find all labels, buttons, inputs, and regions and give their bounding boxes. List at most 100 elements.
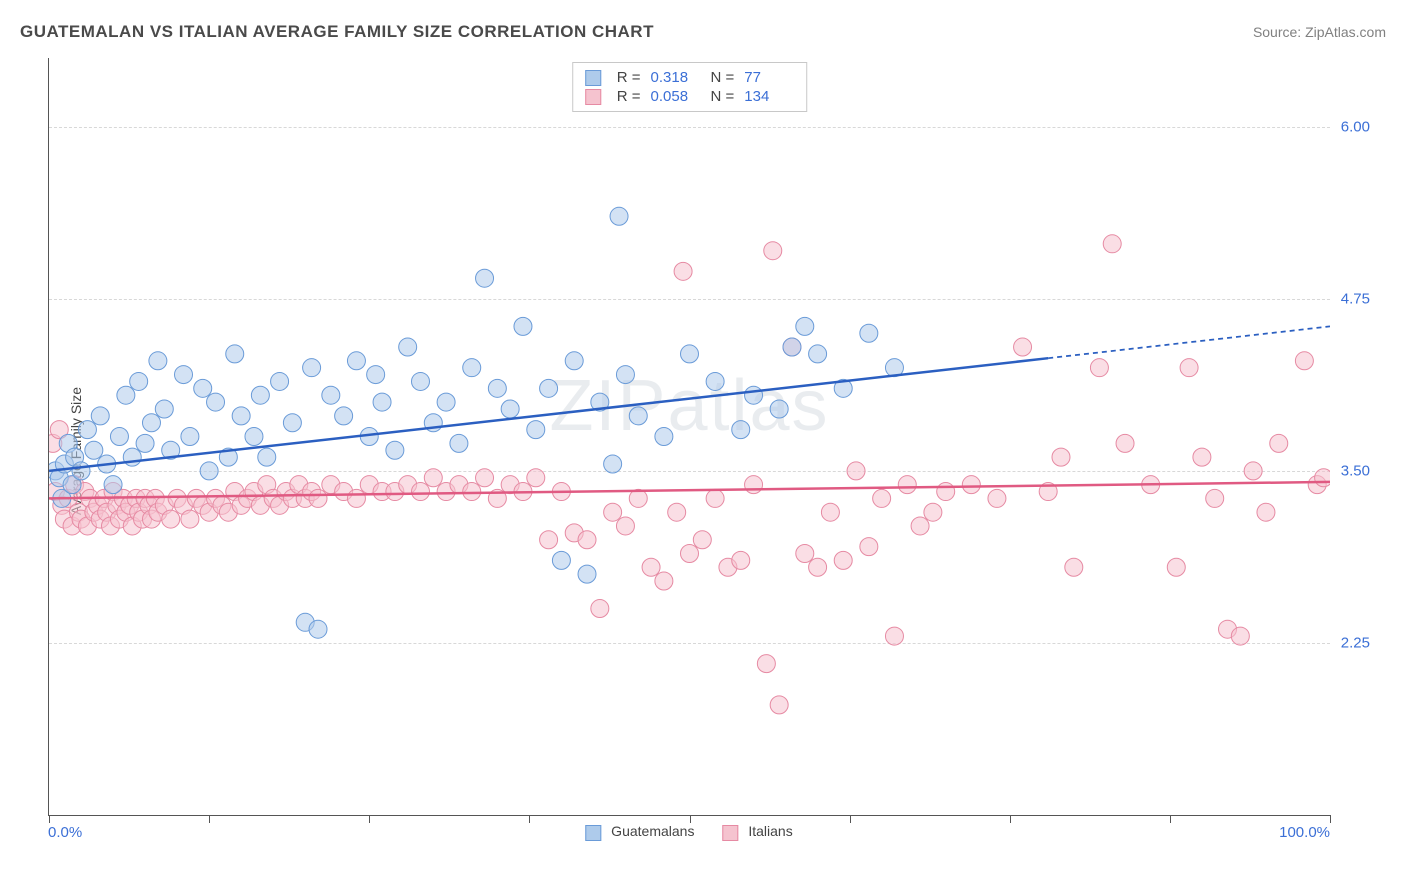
data-point <box>283 414 301 432</box>
data-point <box>988 489 1006 507</box>
data-point <box>668 503 686 521</box>
data-point <box>860 324 878 342</box>
data-point <box>540 531 558 549</box>
legend-label: Guatemalans <box>611 823 694 839</box>
y-tick-label: 3.50 <box>1341 462 1370 479</box>
data-point <box>207 393 225 411</box>
data-point <box>514 317 532 335</box>
data-point <box>1116 434 1134 452</box>
y-tick-label: 6.00 <box>1341 118 1370 135</box>
data-point <box>770 696 788 714</box>
data-point <box>745 476 763 494</box>
data-point <box>91 407 109 425</box>
data-point <box>1231 627 1249 645</box>
data-point <box>110 428 128 446</box>
data-point <box>1244 462 1262 480</box>
data-point <box>309 620 327 638</box>
data-point <box>437 393 455 411</box>
data-point <box>200 462 218 480</box>
x-axis-labels: 0.0% Guatemalans Italians 100.0% <box>48 820 1330 844</box>
data-point <box>78 421 96 439</box>
data-point <box>386 441 404 459</box>
data-point <box>175 366 193 384</box>
data-point <box>309 489 327 507</box>
data-point <box>155 400 173 418</box>
data-point <box>258 448 276 466</box>
data-point <box>1180 359 1198 377</box>
data-point <box>142 414 160 432</box>
r-label: R = <box>617 69 641 86</box>
data-point <box>706 489 724 507</box>
n-label: N = <box>711 69 735 86</box>
data-point <box>347 489 365 507</box>
trend-line <box>49 358 1048 471</box>
data-point <box>565 352 583 370</box>
data-point <box>194 379 212 397</box>
data-point <box>1167 558 1185 576</box>
data-point <box>764 242 782 260</box>
data-point <box>130 372 148 390</box>
data-point <box>809 558 827 576</box>
swatch-icon <box>585 825 601 841</box>
data-point <box>72 462 90 480</box>
data-point <box>411 372 429 390</box>
data-point <box>1065 558 1083 576</box>
data-point <box>770 400 788 418</box>
data-point <box>681 345 699 363</box>
data-point <box>757 655 775 673</box>
correlation-legend: R = 0.318 N = 77 R = 0.058 N = 134 <box>572 62 808 112</box>
data-point <box>591 600 609 618</box>
data-point <box>937 483 955 501</box>
data-point <box>732 551 750 569</box>
data-point <box>476 469 494 487</box>
data-point <box>1206 489 1224 507</box>
data-point <box>347 352 365 370</box>
data-point <box>322 386 340 404</box>
scatter-plot-svg <box>49 58 1330 815</box>
data-point <box>706 372 724 390</box>
data-point <box>104 476 122 494</box>
data-point <box>924 503 942 521</box>
data-point <box>616 517 634 535</box>
legend-item-guatemalans: Guatemalans <box>585 823 694 840</box>
data-point <box>655 428 673 446</box>
data-point <box>1103 235 1121 253</box>
data-point <box>1052 448 1070 466</box>
data-point <box>642 558 660 576</box>
data-point <box>476 269 494 287</box>
data-point <box>783 338 801 356</box>
data-point <box>834 551 852 569</box>
data-point <box>693 531 711 549</box>
data-point <box>149 352 167 370</box>
data-point <box>399 338 417 356</box>
data-point <box>578 531 596 549</box>
n-value-italians: 134 <box>744 88 794 105</box>
data-point <box>463 359 481 377</box>
data-point <box>1090 359 1108 377</box>
data-point <box>1315 469 1330 487</box>
data-point <box>527 469 545 487</box>
trend-line-dashed <box>1048 326 1330 358</box>
data-point <box>251 386 269 404</box>
data-point <box>367 366 385 384</box>
data-point <box>1270 434 1288 452</box>
x-max-label: 100.0% <box>1279 824 1330 841</box>
data-point <box>162 510 180 528</box>
r-value-italians: 0.058 <box>651 88 701 105</box>
legend-row-italians: R = 0.058 N = 134 <box>585 87 795 106</box>
x-min-label: 0.0% <box>48 824 82 841</box>
data-point <box>271 372 289 390</box>
data-point <box>411 483 429 501</box>
n-value-guatemalans: 77 <box>744 69 794 86</box>
r-value-guatemalans: 0.318 <box>651 69 701 86</box>
data-point <box>450 434 468 452</box>
data-point <box>962 476 980 494</box>
r-label: R = <box>617 88 641 105</box>
n-label: N = <box>711 88 735 105</box>
data-point <box>463 483 481 501</box>
data-point <box>1193 448 1211 466</box>
legend-item-italians: Italians <box>722 823 792 840</box>
data-point <box>552 551 570 569</box>
data-point <box>335 407 353 425</box>
data-point <box>578 565 596 583</box>
